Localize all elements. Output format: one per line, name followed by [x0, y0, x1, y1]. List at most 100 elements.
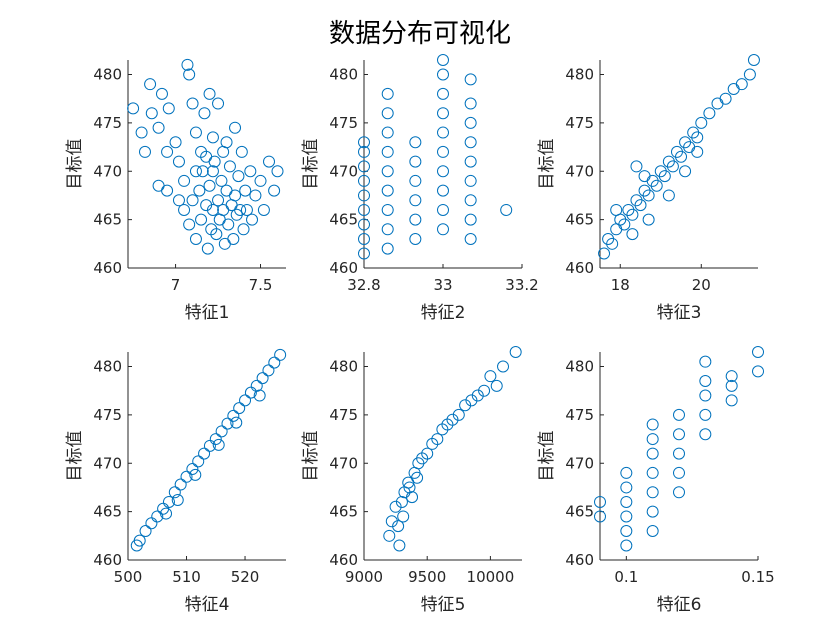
subplot-1: 460 465 470 475 480 7 7.5 特征1 目标值: [65, 58, 286, 323]
y-tick-label: 465: [565, 211, 594, 229]
x-tick-label: 33: [433, 276, 452, 294]
y-tick-label: 475: [329, 114, 358, 132]
x-tick-label: 500: [114, 568, 143, 586]
data-point: [634, 199, 647, 212]
y-tick-label: 460: [93, 551, 122, 569]
data-point: [229, 121, 242, 134]
x-tick-label: 7.5: [249, 276, 273, 294]
y-tick-label: 465: [93, 211, 122, 229]
x-axis-title: 特征3: [657, 303, 702, 323]
x-tick-label: 7: [171, 276, 181, 294]
data-point: [186, 463, 199, 476]
data-point: [743, 68, 756, 81]
data-point: [478, 384, 491, 397]
data-point: [271, 165, 284, 178]
data-point: [662, 189, 675, 202]
data-point: [437, 68, 449, 81]
data-point: [127, 102, 140, 115]
subplots: 460 465 470 475 480 7 7.5 特征1 目标值 460 465 470 475 480…: [65, 54, 775, 615]
data-point: [465, 394, 478, 407]
data-point: [437, 126, 449, 139]
data-point: [222, 218, 235, 231]
data-point: [630, 194, 643, 207]
data-point: [381, 126, 394, 139]
data-point: [186, 97, 199, 110]
y-tick-label: 480: [565, 66, 594, 84]
data-point: [673, 428, 685, 441]
y-tick-label: 470: [329, 162, 358, 180]
data-point: [206, 165, 219, 178]
data-point: [437, 145, 449, 158]
data-point: [602, 232, 615, 245]
figure-title: 数据分布可视化: [329, 19, 511, 49]
data-point: [735, 78, 748, 91]
data-point: [145, 107, 158, 120]
data-point: [437, 223, 449, 236]
data-point: [381, 107, 394, 120]
data-point: [198, 447, 211, 460]
y-tick-label: 480: [565, 358, 594, 376]
data-point: [230, 416, 243, 429]
data-point: [145, 517, 158, 530]
data-point: [437, 203, 449, 216]
x-tick-label: 32.8: [347, 276, 380, 294]
x-axis-title: 特征2: [421, 303, 466, 323]
data-point: [189, 232, 202, 245]
subplot-3: 460 465 470 475 480 18 20 特征3 目标值: [537, 54, 760, 323]
data-point: [203, 179, 216, 192]
data-point: [409, 155, 422, 168]
y-tick-label: 475: [93, 114, 122, 132]
data-point: [464, 194, 477, 207]
data-point: [687, 126, 700, 139]
y-tick-label: 480: [93, 358, 122, 376]
y-tick-label: 470: [93, 454, 122, 472]
data-point: [673, 408, 685, 421]
y-tick-label: 470: [329, 454, 358, 472]
data-point: [181, 58, 194, 71]
data-point: [239, 394, 252, 407]
y-tick-label: 470: [565, 162, 594, 180]
y-tick-label: 480: [93, 66, 122, 84]
data-point: [392, 520, 405, 533]
data-point: [381, 165, 394, 178]
x-tick-label: 9000: [345, 568, 383, 586]
y-tick-label: 470: [565, 454, 594, 472]
data-point: [212, 97, 225, 110]
data-point: [223, 160, 236, 173]
y-tick-label: 460: [329, 259, 358, 277]
data-point: [208, 155, 221, 168]
data-point: [421, 447, 434, 460]
data-point: [383, 529, 396, 542]
data-point: [490, 379, 503, 392]
data-point: [168, 486, 181, 499]
data-point: [679, 136, 692, 149]
data-point: [395, 495, 408, 508]
x-tick-label: 0.1: [614, 568, 638, 586]
data-point: [658, 170, 671, 183]
y-tick-label: 460: [93, 259, 122, 277]
data-point: [189, 468, 202, 481]
data-point: [160, 507, 173, 520]
data-point: [133, 534, 146, 547]
y-axis-title: 目标值: [301, 431, 321, 482]
data-point: [180, 470, 193, 483]
data-point: [268, 356, 281, 369]
data-point: [215, 174, 228, 187]
data-point: [691, 131, 704, 144]
data-point: [200, 150, 213, 163]
y-tick-label: 470: [93, 162, 122, 180]
data-point: [464, 116, 477, 129]
y-tick-label: 460: [565, 259, 594, 277]
data-point: [358, 160, 370, 173]
data-point: [464, 174, 477, 187]
data-point: [695, 116, 708, 129]
data-point: [675, 150, 688, 163]
data-point: [437, 184, 449, 197]
data-point: [691, 145, 704, 158]
y-tick-label: 465: [565, 503, 594, 521]
data-point: [212, 194, 225, 207]
data-point: [206, 203, 219, 216]
data-point: [646, 505, 659, 518]
data-point: [752, 365, 764, 378]
data-point: [358, 203, 370, 216]
